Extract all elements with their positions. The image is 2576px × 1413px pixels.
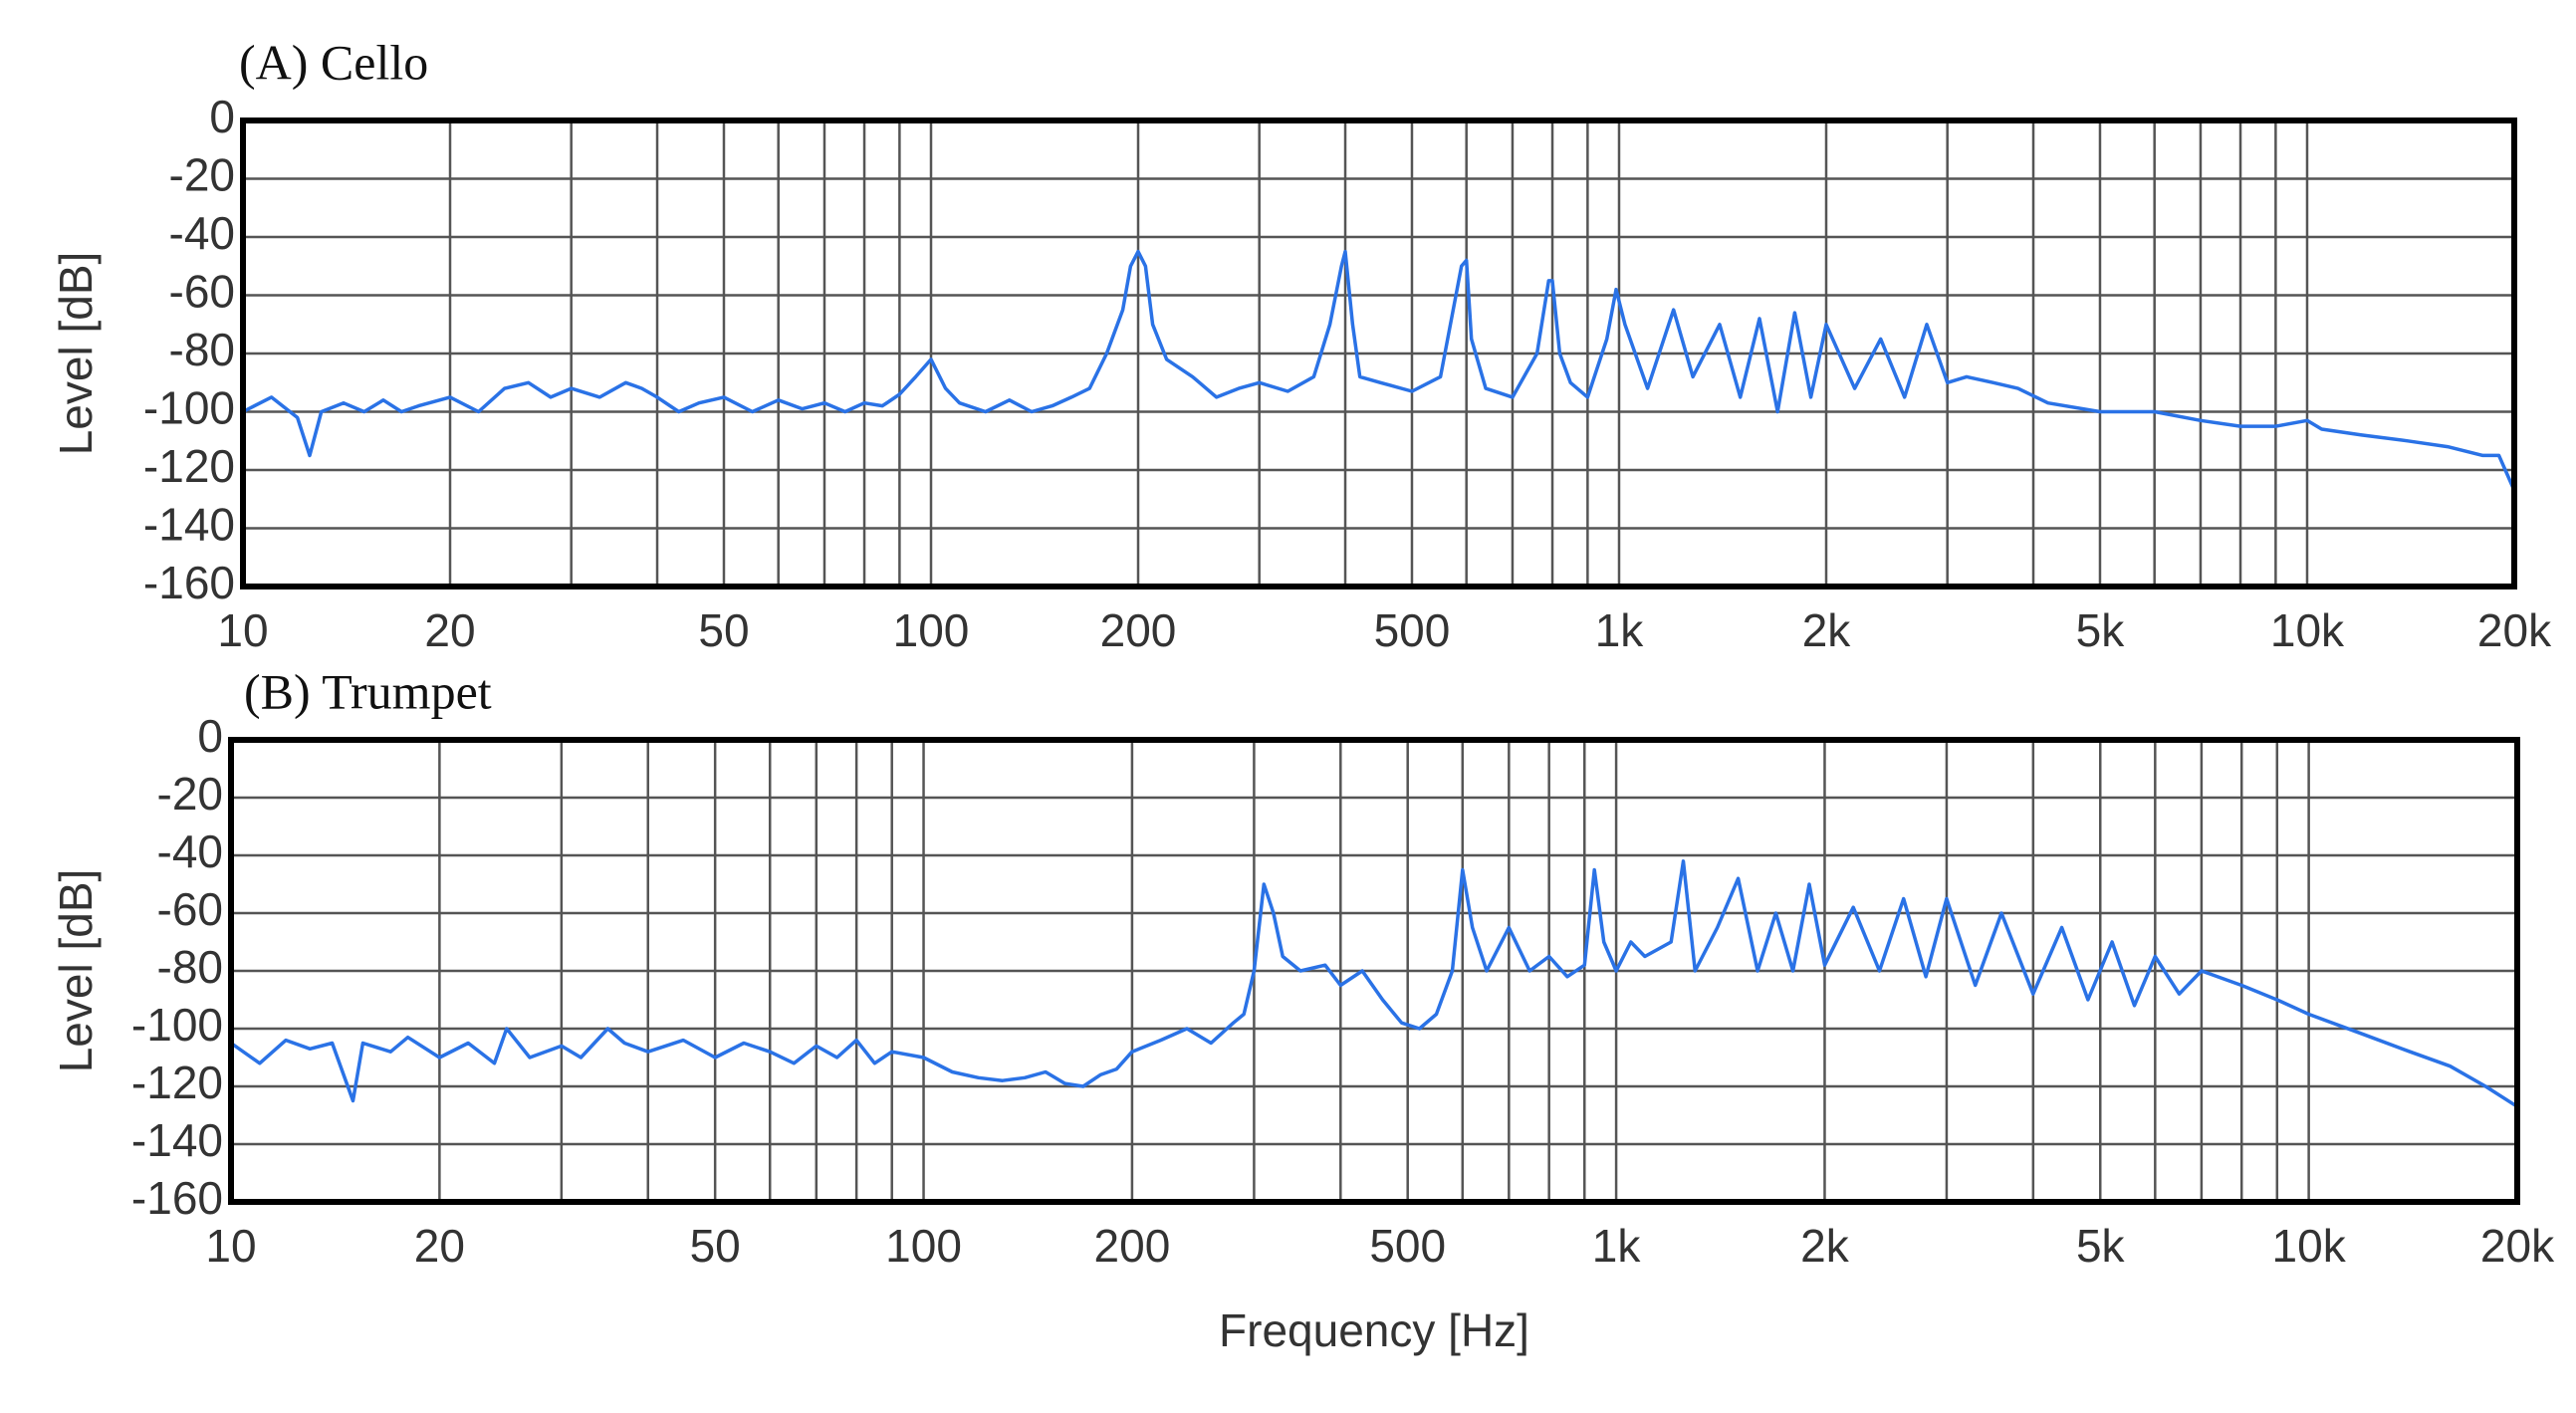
y-axis-title: Level [dB]	[50, 252, 102, 456]
y-tick-label: 0	[209, 91, 235, 142]
x-tick-label: 5k	[2076, 604, 2126, 656]
x-tick-label: 20k	[2480, 1220, 2555, 1272]
y-axis-title: Level [dB]	[50, 869, 102, 1073]
y-tick-label: -100	[131, 999, 223, 1051]
x-tick-label: 200	[1100, 604, 1177, 656]
y-tick-label: -20	[169, 149, 235, 201]
x-axis-title: Frequency [Hz]	[1219, 1304, 1529, 1356]
x-tick-label: 10k	[2270, 604, 2345, 656]
spectrum-line	[229, 859, 2518, 1108]
x-tick-label: 50	[690, 1220, 741, 1272]
y-tick-label: -160	[143, 557, 235, 608]
x-tick-label: 1k	[1592, 1220, 1642, 1272]
y-tick-label: -140	[143, 499, 235, 551]
x-tick-label: 100	[893, 604, 970, 656]
x-tick-label: 20	[424, 604, 475, 656]
y-tick-label: 0	[197, 710, 223, 762]
y-tick-label: -60	[169, 266, 235, 318]
x-tick-label: 20k	[2477, 604, 2552, 656]
y-tick-label: -60	[157, 883, 223, 935]
x-tick-label: 10	[217, 604, 268, 656]
x-tick-label: 500	[1374, 604, 1451, 656]
y-tick-label: -80	[169, 324, 235, 375]
x-tick-label: 10	[205, 1220, 256, 1272]
x-tick-label: 2k	[1800, 1220, 1850, 1272]
y-tick-label: -140	[131, 1114, 223, 1166]
x-tick-label: 2k	[1802, 604, 1852, 656]
y-tick-label: -20	[157, 768, 223, 820]
y-tick-label: -120	[143, 440, 235, 492]
chart-title: (A) Cello	[239, 34, 428, 90]
x-tick-label: 200	[1094, 1220, 1171, 1272]
y-tick-label: -160	[131, 1172, 223, 1224]
y-tick-label: -120	[131, 1057, 223, 1108]
x-tick-label: 10k	[2272, 1220, 2347, 1272]
y-tick-label: -80	[157, 941, 223, 993]
x-tick-label: 500	[1369, 1220, 1446, 1272]
y-tick-label: -40	[157, 825, 223, 877]
x-tick-label: 20	[414, 1220, 465, 1272]
y-tick-label: -40	[169, 207, 235, 259]
plot-frame	[228, 737, 2520, 1205]
x-tick-label: 1k	[1595, 604, 1645, 656]
x-tick-label: 50	[698, 604, 749, 656]
plot-frame	[240, 118, 2517, 589]
y-tick-label: -100	[143, 382, 235, 434]
x-tick-label: 100	[885, 1220, 962, 1272]
spectrum-line	[242, 249, 2516, 492]
x-tick-label: 5k	[2076, 1220, 2126, 1272]
chart-title: (B) Trumpet	[244, 663, 492, 719]
